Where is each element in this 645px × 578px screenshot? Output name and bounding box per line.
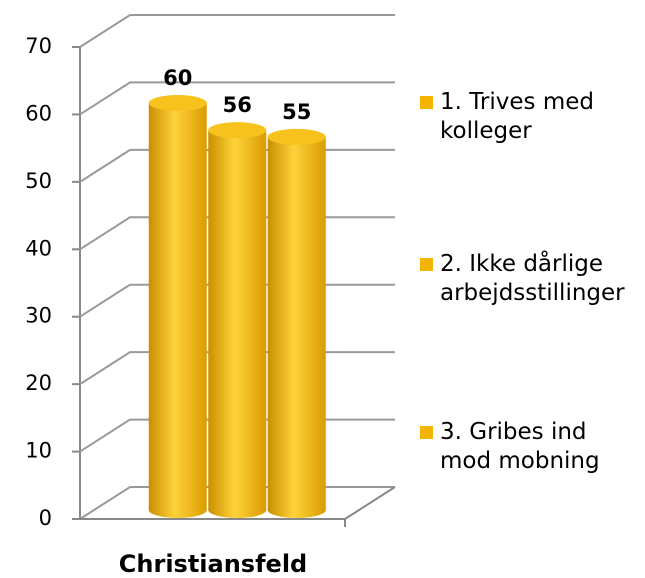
grid-line — [79, 14, 395, 48]
bar — [208, 130, 267, 510]
y-tick-label: 50 — [25, 169, 52, 193]
legend-swatch — [420, 426, 433, 439]
legend-swatch — [420, 258, 433, 271]
y-tick-label: 70 — [25, 34, 52, 58]
legend-label: 3. Gribes ind mod mobning — [440, 419, 600, 474]
bar — [148, 103, 207, 510]
y-tick-label: 10 — [25, 439, 52, 463]
x-tick-label: Christiansfeld — [119, 550, 307, 578]
bar-top — [148, 95, 207, 111]
y-tick-label: 60 — [25, 101, 52, 125]
grid-line — [79, 81, 395, 116]
data-label: 60 — [163, 66, 192, 90]
y-tick-label: 30 — [25, 304, 52, 328]
legend-label: 2. Ikke dårlige arbejdsstillinger — [440, 251, 625, 306]
bar-top — [208, 122, 267, 139]
data-label: 55 — [282, 100, 311, 124]
y-tick-label: 40 — [25, 236, 52, 260]
legend-label: 1. Trives med kolleger — [440, 89, 594, 144]
y-tick-label: 0 — [39, 506, 52, 530]
bar — [267, 136, 326, 510]
data-label: 56 — [223, 93, 252, 117]
bar-top — [267, 128, 326, 145]
y-tick-label: 20 — [25, 371, 52, 395]
legend-swatch — [420, 96, 433, 109]
